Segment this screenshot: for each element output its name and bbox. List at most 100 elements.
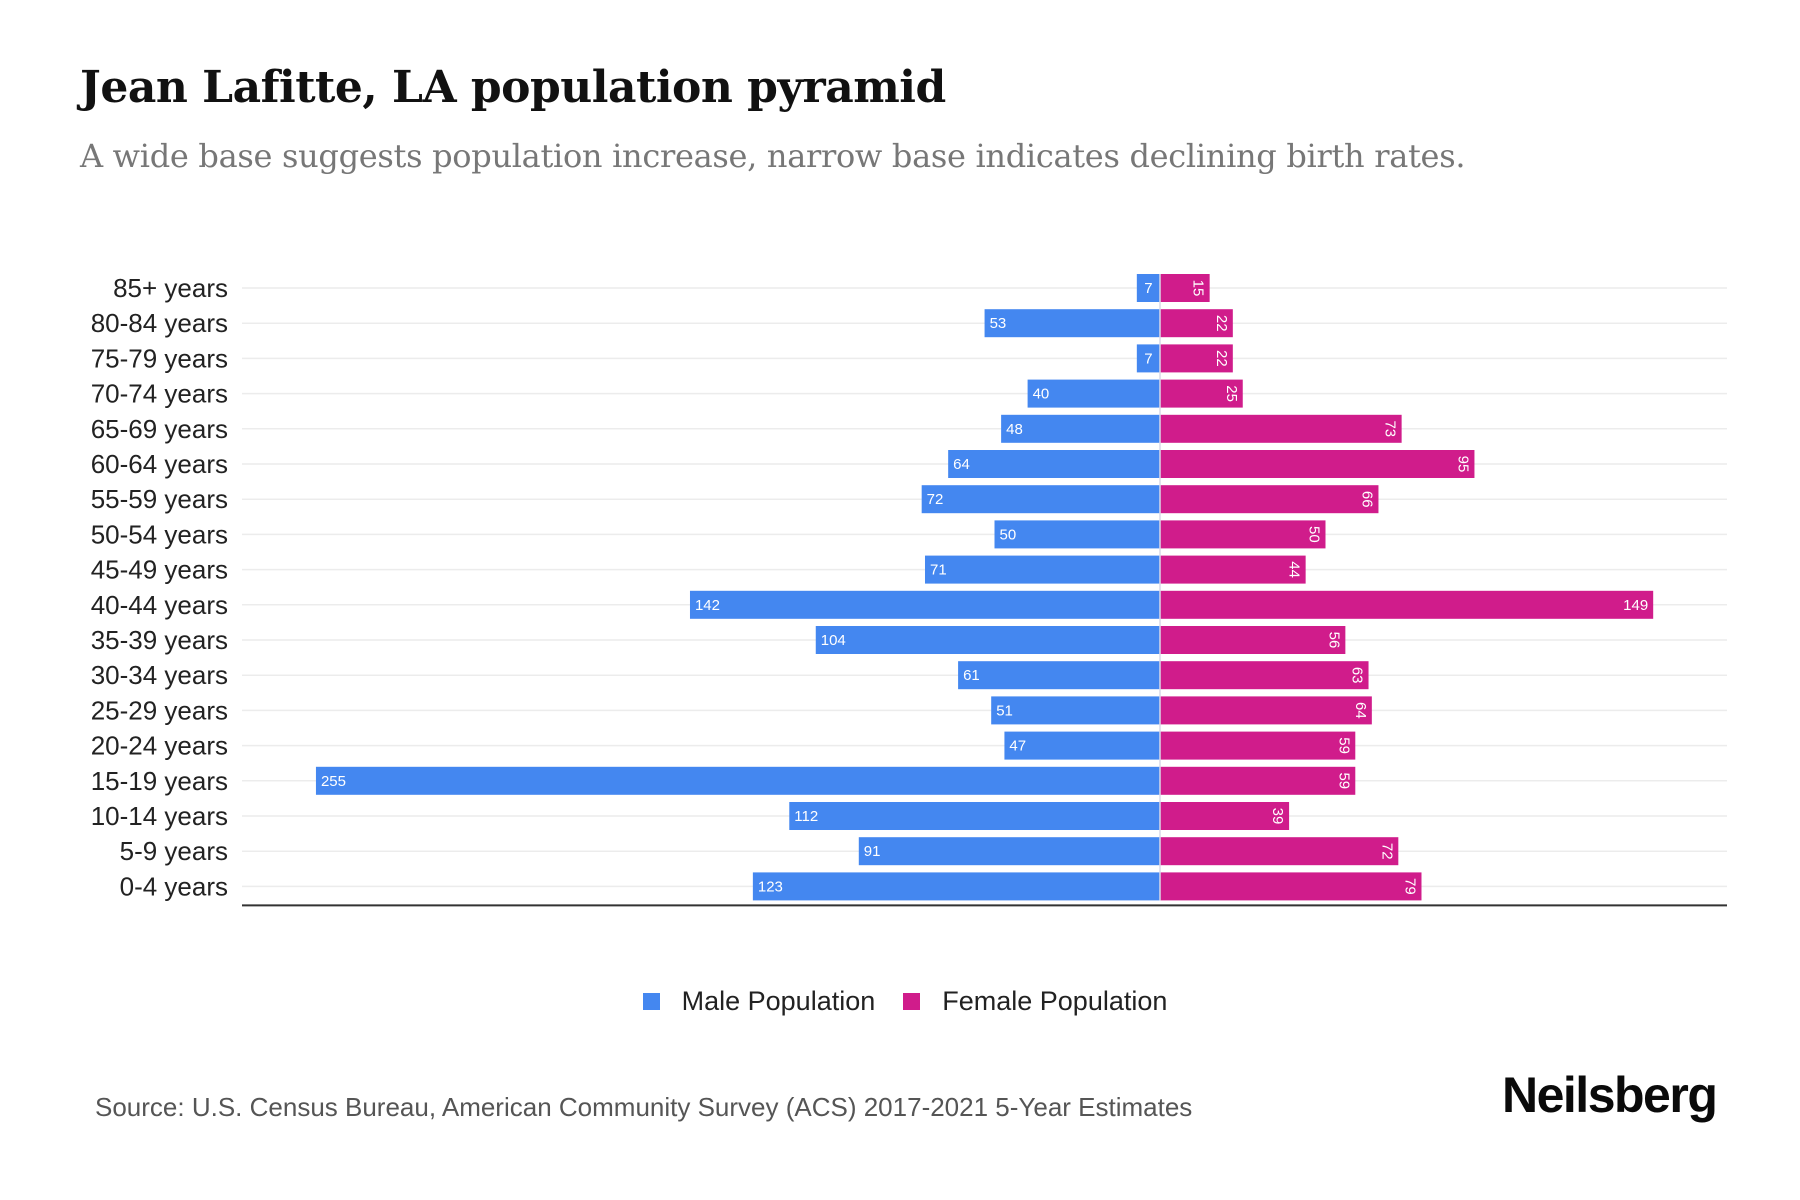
- female-bar[interactable]: [1160, 309, 1233, 338]
- age-group-label: 85+ years: [113, 273, 228, 303]
- female-bar[interactable]: [1160, 802, 1290, 830]
- male-bar[interactable]: [958, 661, 1160, 690]
- male-value-label: 104: [821, 632, 846, 649]
- age-group-label: 5-9 years: [120, 836, 228, 866]
- female-value-label: 149: [1623, 597, 1648, 614]
- female-value-label: 72: [1378, 843, 1395, 860]
- female-bar[interactable]: [1160, 731, 1356, 760]
- female-value-label: 50: [1306, 526, 1323, 543]
- male-bar[interactable]: [1136, 274, 1160, 302]
- male-bar[interactable]: [315, 766, 1160, 795]
- male-bar[interactable]: [991, 696, 1160, 725]
- male-bar[interactable]: [948, 450, 1160, 478]
- female-bar[interactable]: [1160, 872, 1422, 901]
- male-value-label: 48: [1006, 421, 1023, 438]
- female-value-label: 22: [1213, 350, 1230, 367]
- source-note: Source: U.S. Census Bureau, American Com…: [95, 1092, 1193, 1122]
- legend-item-male[interactable]: Male Population: [642, 986, 875, 1017]
- age-group-label: 75-79 years: [91, 343, 228, 373]
- age-group-label: 65-69 years: [91, 414, 228, 444]
- bars: 7 15 53 22 7 22 40 25 48 73 64 95 72 66 50 50 71 44 142 149…: [315, 274, 1654, 901]
- female-bar[interactable]: [1160, 414, 1402, 443]
- male-bar[interactable]: [921, 485, 1160, 514]
- male-value-label: 40: [1033, 386, 1050, 403]
- age-group-label: 20-24 years: [91, 731, 228, 761]
- legend: Male Population Female Population: [0, 986, 1800, 1017]
- legend-female-label: Female Population: [942, 986, 1168, 1016]
- female-bar[interactable]: [1160, 344, 1233, 373]
- male-bar[interactable]: [1027, 379, 1160, 408]
- male-bar[interactable]: [858, 837, 1160, 866]
- male-value-label: 71: [930, 562, 947, 579]
- female-value-label: 56: [1325, 632, 1342, 649]
- female-bar[interactable]: [1160, 274, 1210, 302]
- male-bar[interactable]: [752, 872, 1160, 901]
- female-bar[interactable]: [1160, 661, 1369, 690]
- female-value-label: 59: [1335, 737, 1352, 754]
- male-bar[interactable]: [924, 555, 1160, 584]
- female-bar[interactable]: [1160, 520, 1326, 549]
- female-bar[interactable]: [1160, 450, 1475, 478]
- age-group-label: 50-54 years: [91, 519, 228, 549]
- female-value-label: 39: [1269, 808, 1286, 825]
- male-bar[interactable]: [1136, 344, 1160, 373]
- category-labels: 85+ years 80-84 years 75-79 years 70-74 yea…: [91, 273, 228, 901]
- male-value-label: 53: [990, 315, 1007, 332]
- female-bar[interactable]: [1160, 766, 1356, 795]
- age-group-label: 0-4 years: [120, 871, 228, 901]
- male-value-label: 123: [758, 878, 783, 895]
- age-group-label: 80-84 years: [91, 308, 228, 338]
- age-group-label: 10-14 years: [91, 801, 228, 831]
- male-value-label: 61: [963, 667, 980, 684]
- female-value-label: 63: [1349, 667, 1366, 684]
- chart-title: Jean Lafitte, LA population pyramid: [80, 62, 946, 113]
- female-value-label: 73: [1382, 420, 1399, 437]
- age-group-label: 15-19 years: [91, 766, 228, 796]
- female-value-label: 66: [1358, 491, 1375, 508]
- male-value-label: 7: [1144, 350, 1152, 367]
- male-value-label: 142: [695, 597, 720, 614]
- female-value-label: 95: [1454, 456, 1471, 473]
- female-value-label: 79: [1402, 878, 1419, 895]
- legend-item-female[interactable]: Female Population: [903, 986, 1167, 1017]
- male-value-label: 50: [1000, 526, 1017, 543]
- male-value-label: 72: [927, 491, 944, 508]
- neilsberg-logo: Neilsberg: [1502, 1067, 1718, 1123]
- male-bar[interactable]: [984, 309, 1160, 338]
- population-pyramid-chart: 7 15 53 22 7 22 40 25 48 73 64 95 72 66 50 50 71 44 142 149…: [91, 273, 1727, 907]
- female-bar[interactable]: [1160, 590, 1654, 619]
- female-swatch-icon: [903, 993, 921, 1010]
- female-value-label: 44: [1286, 561, 1303, 578]
- female-bar[interactable]: [1160, 626, 1346, 654]
- female-bar[interactable]: [1160, 555, 1306, 584]
- female-bar[interactable]: [1160, 696, 1372, 725]
- female-bar[interactable]: [1160, 837, 1399, 866]
- male-bar[interactable]: [815, 626, 1160, 654]
- age-group-label: 45-49 years: [91, 555, 228, 585]
- age-group-label: 40-44 years: [91, 590, 228, 620]
- gridlines: [242, 287, 1727, 888]
- female-value-label: 59: [1335, 772, 1352, 789]
- male-swatch-icon: [642, 993, 660, 1010]
- age-group-label: 25-29 years: [91, 695, 228, 725]
- male-bar[interactable]: [689, 590, 1160, 619]
- female-bar[interactable]: [1160, 485, 1379, 514]
- female-value-label: 22: [1213, 315, 1230, 332]
- age-group-label: 70-74 years: [91, 379, 228, 409]
- male-value-label: 64: [953, 456, 970, 473]
- chart-subtitle: A wide base suggests population increase…: [80, 137, 1466, 175]
- male-value-label: 47: [1009, 738, 1026, 755]
- male-bar[interactable]: [1001, 414, 1160, 443]
- male-value-label: 112: [794, 808, 818, 825]
- male-value-label: 7: [1144, 280, 1152, 297]
- male-bar[interactable]: [1004, 731, 1160, 760]
- male-bar[interactable]: [789, 802, 1160, 830]
- female-value-label: 15: [1190, 280, 1207, 297]
- female-bar[interactable]: [1160, 379, 1243, 408]
- male-value-label: 91: [864, 843, 881, 860]
- male-bar[interactable]: [994, 520, 1161, 549]
- age-group-label: 35-39 years: [91, 625, 228, 655]
- female-value-label: 25: [1223, 385, 1240, 402]
- female-value-label: 64: [1352, 702, 1369, 719]
- age-group-label: 55-59 years: [91, 484, 228, 514]
